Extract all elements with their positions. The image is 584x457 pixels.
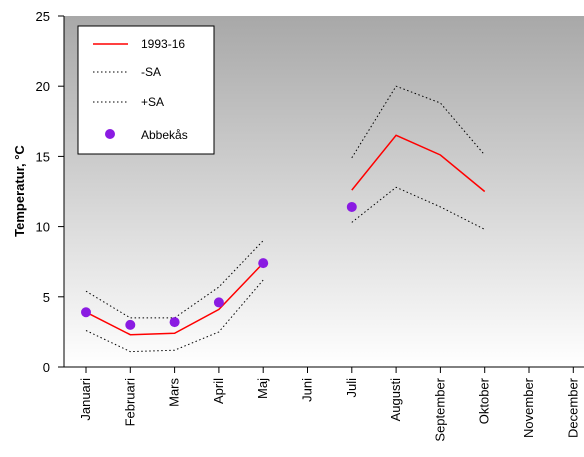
y-tick-label: 15 — [36, 149, 50, 164]
legend-label-1993-16: 1993-16 — [141, 37, 185, 51]
y-tick-label: 20 — [36, 79, 50, 94]
legend: 1993-16 -SA +SA Abbekås — [77, 25, 215, 155]
y-tick-label: 25 — [36, 9, 50, 24]
x-tick-label: Mars — [167, 378, 182, 407]
axis-layer: 0 5 10 15 20 25 Januari Februari Mars April Maj Jun… — [36, 9, 581, 442]
legend-marker-abbekas — [105, 129, 115, 139]
data-point-abbek-s — [169, 317, 180, 328]
legend-label-abbekas: Abbekås — [141, 128, 188, 142]
data-point-abbek-s — [346, 201, 357, 212]
data-point-abbek-s — [125, 319, 136, 330]
series-layer — [81, 85, 486, 353]
data-point-abbek-s — [81, 307, 91, 318]
x-tick-label: September — [432, 377, 447, 441]
y-tick-label: 0 — [43, 360, 50, 375]
x-tick-label: Juli — [344, 378, 359, 398]
x-tick-label: Maj — [255, 378, 270, 399]
y-axis-label: Temperatur, °C — [12, 145, 27, 237]
series-line-1993-16 — [351, 134, 486, 193]
y-tick-label: 10 — [36, 220, 50, 235]
x-tick-label: Januari — [78, 378, 93, 421]
x-tick-label: November — [521, 377, 536, 438]
legend-label-plus-sa: +SA — [141, 95, 164, 109]
y-tick-label: 5 — [43, 290, 50, 305]
x-tick-label: December — [565, 377, 580, 438]
data-point-abbek-s — [213, 297, 224, 308]
x-tick-label: Oktober — [477, 377, 492, 424]
legend-box — [77, 25, 215, 155]
legend-label-minus-sa: -SA — [141, 65, 161, 79]
series-line-sa — [351, 186, 485, 230]
x-tick-label: Februari — [122, 378, 137, 427]
x-tick-label: Juni — [300, 378, 315, 402]
series-line-sa — [85, 279, 264, 353]
x-tick-label: Augusti — [388, 378, 403, 421]
series-line-1993-16 — [85, 262, 264, 336]
x-tick-label: April — [211, 378, 226, 404]
data-point-abbek-s — [258, 258, 269, 269]
